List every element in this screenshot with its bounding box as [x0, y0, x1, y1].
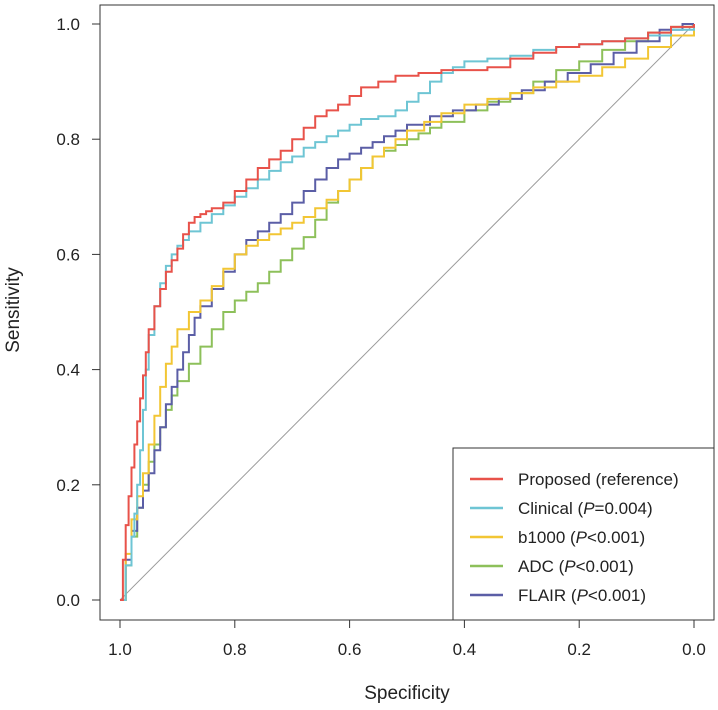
legend-label: b1000 (P<0.001): [518, 528, 645, 547]
y-axis: 0.0 0.2 0.4 0.6 0.8 1.0: [56, 15, 101, 610]
legend: Proposed (reference) Clinical (P=0.004) b1…: [452, 447, 715, 621]
legend-label: Clinical (P=0.004): [518, 499, 653, 518]
series-line-flair: [120, 23, 694, 601]
y-tick-label: 0.6: [56, 245, 80, 264]
x-tick-label: 0.8: [223, 640, 247, 659]
y-tick-label: 0.0: [56, 591, 80, 610]
y-tick-label: 0.8: [56, 130, 80, 149]
x-axis-title: Specificity: [364, 683, 450, 704]
y-tick-label: 0.2: [56, 476, 80, 495]
legend-box: [452, 447, 715, 621]
legend-label: ADC (P<0.001): [518, 557, 634, 576]
x-tick-label: 0.2: [567, 640, 591, 659]
legend-label: Proposed (reference): [518, 470, 679, 489]
x-axis: 1.0 0.8 0.6 0.4 0.2 0.0: [108, 619, 706, 659]
series-line-b1000: [120, 24, 695, 601]
x-tick-label: 0.6: [338, 640, 362, 659]
reference-diagonal: [119, 23, 695, 601]
y-tick-label: 1.0: [56, 15, 80, 34]
x-tick-label: 0.0: [682, 640, 706, 659]
y-axis-title: Sensitivity: [3, 267, 24, 353]
x-tick-label: 0.4: [453, 640, 477, 659]
y-tick-label: 0.4: [56, 361, 80, 380]
series-layer: [120, 23, 695, 601]
legend-label: FLAIR (P<0.001): [518, 586, 646, 605]
x-tick-label: 1.0: [108, 640, 132, 659]
series-line-proposed-reference-: [120, 24, 695, 601]
